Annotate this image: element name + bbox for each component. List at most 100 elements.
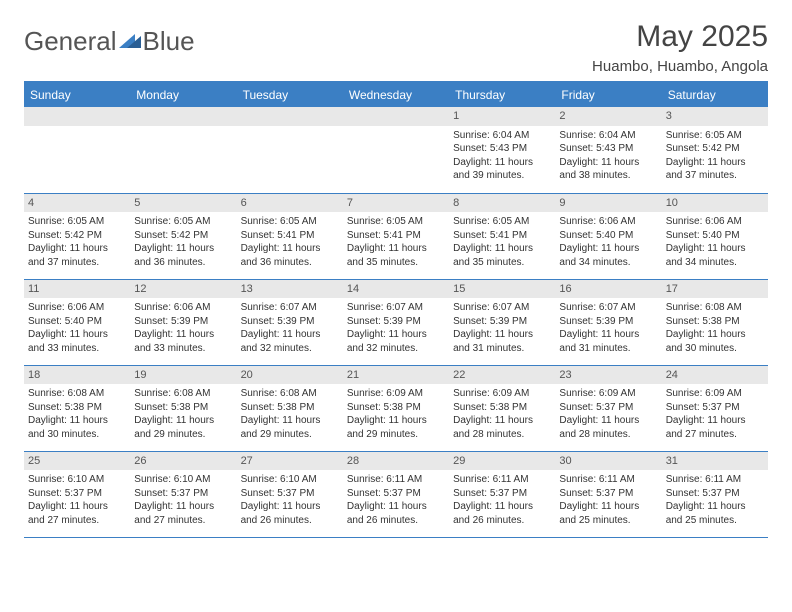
daylight-line: Daylight: 11 hours and 31 minutes. bbox=[559, 328, 657, 355]
sunrise-line: Sunrise: 6:08 AM bbox=[241, 387, 339, 401]
day-number: 20 bbox=[237, 366, 343, 385]
dow-header: Tuesday bbox=[237, 82, 343, 107]
sunset-line: Sunset: 5:42 PM bbox=[28, 229, 126, 243]
day-number bbox=[130, 107, 236, 126]
sunrise-line: Sunrise: 6:06 AM bbox=[28, 301, 126, 315]
day-details: Sunrise: 6:07 AMSunset: 5:39 PMDaylight:… bbox=[559, 301, 657, 355]
day-cell: 22Sunrise: 6:09 AMSunset: 5:38 PMDayligh… bbox=[449, 365, 555, 451]
day-number: 19 bbox=[130, 366, 236, 385]
day-number: 27 bbox=[237, 452, 343, 471]
day-number: 8 bbox=[449, 194, 555, 213]
sunset-line: Sunset: 5:41 PM bbox=[347, 229, 445, 243]
sunrise-line: Sunrise: 6:06 AM bbox=[666, 215, 764, 229]
day-cell: 29Sunrise: 6:11 AMSunset: 5:37 PMDayligh… bbox=[449, 451, 555, 537]
day-cell: 23Sunrise: 6:09 AMSunset: 5:37 PMDayligh… bbox=[555, 365, 661, 451]
day-cell: 31Sunrise: 6:11 AMSunset: 5:37 PMDayligh… bbox=[662, 451, 768, 537]
day-cell: 9Sunrise: 6:06 AMSunset: 5:40 PMDaylight… bbox=[555, 193, 661, 279]
sunrise-line: Sunrise: 6:10 AM bbox=[241, 473, 339, 487]
day-cell bbox=[24, 107, 130, 193]
logo: General Blue bbox=[24, 20, 195, 57]
sunset-line: Sunset: 5:43 PM bbox=[559, 142, 657, 156]
day-details: Sunrise: 6:08 AMSunset: 5:38 PMDaylight:… bbox=[28, 387, 126, 441]
day-cell bbox=[130, 107, 236, 193]
daylight-line: Daylight: 11 hours and 26 minutes. bbox=[453, 500, 551, 527]
sunrise-line: Sunrise: 6:08 AM bbox=[666, 301, 764, 315]
day-cell: 13Sunrise: 6:07 AMSunset: 5:39 PMDayligh… bbox=[237, 279, 343, 365]
sunrise-line: Sunrise: 6:04 AM bbox=[559, 129, 657, 143]
day-cell: 25Sunrise: 6:10 AMSunset: 5:37 PMDayligh… bbox=[24, 451, 130, 537]
sunset-line: Sunset: 5:37 PM bbox=[347, 487, 445, 501]
day-details: Sunrise: 6:09 AMSunset: 5:38 PMDaylight:… bbox=[347, 387, 445, 441]
day-number: 28 bbox=[343, 452, 449, 471]
day-details: Sunrise: 6:07 AMSunset: 5:39 PMDaylight:… bbox=[453, 301, 551, 355]
day-details: Sunrise: 6:08 AMSunset: 5:38 PMDaylight:… bbox=[134, 387, 232, 441]
week-row: 18Sunrise: 6:08 AMSunset: 5:38 PMDayligh… bbox=[24, 365, 768, 451]
day-cell: 1 Sunrise: 6:04 AMSunset: 5:43 PMDaylight… bbox=[449, 107, 555, 193]
sunset-line: Sunset: 5:41 PM bbox=[241, 229, 339, 243]
daylight-line: Daylight: 11 hours and 33 minutes. bbox=[28, 328, 126, 355]
day-details: Sunrise: 6:08 AMSunset: 5:38 PMDaylight:… bbox=[666, 301, 764, 355]
day-number: 1 bbox=[449, 107, 555, 126]
day-details: Sunrise: 6:06 AMSunset: 5:40 PMDaylight:… bbox=[559, 215, 657, 269]
title-block: May 2025 Huambo, Huambo, Angola bbox=[592, 20, 768, 75]
sunrise-line: Sunrise: 6:07 AM bbox=[347, 301, 445, 315]
sunset-line: Sunset: 5:40 PM bbox=[28, 315, 126, 329]
sunset-line: Sunset: 5:38 PM bbox=[28, 401, 126, 415]
day-number: 4 bbox=[24, 194, 130, 213]
daylight-line: Daylight: 11 hours and 32 minutes. bbox=[241, 328, 339, 355]
sunset-line: Sunset: 5:40 PM bbox=[666, 229, 764, 243]
day-details: Sunrise: 6:06 AMSunset: 5:39 PMDaylight:… bbox=[134, 301, 232, 355]
week-row: 1Sunrise: 6:04 AMSunset: 5:43 PMDaylight… bbox=[24, 107, 768, 193]
day-details: Sunrise: 6:08 AMSunset: 5:38 PMDaylight:… bbox=[241, 387, 339, 441]
day-details: Sunrise: 6:11 AMSunset: 5:37 PMDaylight:… bbox=[666, 473, 764, 527]
dow-header: Sunday bbox=[24, 82, 130, 107]
sunset-line: Sunset: 5:37 PM bbox=[28, 487, 126, 501]
sunrise-line: Sunrise: 6:05 AM bbox=[453, 215, 551, 229]
daylight-line: Daylight: 11 hours and 35 minutes. bbox=[347, 242, 445, 269]
sunset-line: Sunset: 5:40 PM bbox=[559, 229, 657, 243]
daylight-line: Daylight: 11 hours and 37 minutes. bbox=[666, 156, 764, 183]
daylight-line: Daylight: 11 hours and 37 minutes. bbox=[28, 242, 126, 269]
day-number: 16 bbox=[555, 280, 661, 299]
daylight-line: Daylight: 11 hours and 38 minutes. bbox=[559, 156, 657, 183]
sunset-line: Sunset: 5:38 PM bbox=[134, 401, 232, 415]
day-number: 13 bbox=[237, 280, 343, 299]
day-cell: 8Sunrise: 6:05 AMSunset: 5:41 PMDaylight… bbox=[449, 193, 555, 279]
sunrise-line: Sunrise: 6:10 AM bbox=[28, 473, 126, 487]
day-number: 6 bbox=[237, 194, 343, 213]
daylight-line: Daylight: 11 hours and 28 minutes. bbox=[559, 414, 657, 441]
sunset-line: Sunset: 5:37 PM bbox=[666, 487, 764, 501]
daylight-line: Daylight: 11 hours and 36 minutes. bbox=[134, 242, 232, 269]
day-number: 3 bbox=[662, 107, 768, 126]
day-details: Sunrise: 6:06 AMSunset: 5:40 PMDaylight:… bbox=[28, 301, 126, 355]
sunset-line: Sunset: 5:38 PM bbox=[453, 401, 551, 415]
sunrise-line: Sunrise: 6:05 AM bbox=[666, 129, 764, 143]
day-details: Sunrise: 6:04 AMSunset: 5:43 PMDaylight:… bbox=[559, 129, 657, 183]
day-cell: 4 Sunrise: 6:05 AMSunset: 5:42 PMDaylight… bbox=[24, 193, 130, 279]
sunset-line: Sunset: 5:37 PM bbox=[559, 401, 657, 415]
day-number: 25 bbox=[24, 452, 130, 471]
day-number bbox=[237, 107, 343, 126]
week-row: 11Sunrise: 6:06 AMSunset: 5:40 PMDayligh… bbox=[24, 279, 768, 365]
sunset-line: Sunset: 5:43 PM bbox=[453, 142, 551, 156]
day-number: 7 bbox=[343, 194, 449, 213]
sunrise-line: Sunrise: 6:08 AM bbox=[134, 387, 232, 401]
logo-icon bbox=[119, 26, 141, 57]
sunrise-line: Sunrise: 6:05 AM bbox=[28, 215, 126, 229]
week-row: 4Sunrise: 6:05 AMSunset: 5:42 PMDaylight… bbox=[24, 193, 768, 279]
daylight-line: Daylight: 11 hours and 33 minutes. bbox=[134, 328, 232, 355]
daylight-line: Daylight: 11 hours and 29 minutes. bbox=[134, 414, 232, 441]
sunset-line: Sunset: 5:39 PM bbox=[241, 315, 339, 329]
day-cell: 17Sunrise: 6:08 AMSunset: 5:38 PMDayligh… bbox=[662, 279, 768, 365]
day-details: Sunrise: 6:04 AMSunset: 5:43 PMDaylight:… bbox=[453, 129, 551, 183]
day-cell bbox=[343, 107, 449, 193]
sunrise-line: Sunrise: 6:11 AM bbox=[453, 473, 551, 487]
day-details: Sunrise: 6:05 AMSunset: 5:41 PMDaylight:… bbox=[241, 215, 339, 269]
day-number bbox=[24, 107, 130, 126]
day-number: 24 bbox=[662, 366, 768, 385]
sunset-line: Sunset: 5:38 PM bbox=[241, 401, 339, 415]
day-number: 10 bbox=[662, 194, 768, 213]
location-subtitle: Huambo, Huambo, Angola bbox=[592, 58, 768, 75]
day-number: 22 bbox=[449, 366, 555, 385]
daylight-line: Daylight: 11 hours and 28 minutes. bbox=[453, 414, 551, 441]
